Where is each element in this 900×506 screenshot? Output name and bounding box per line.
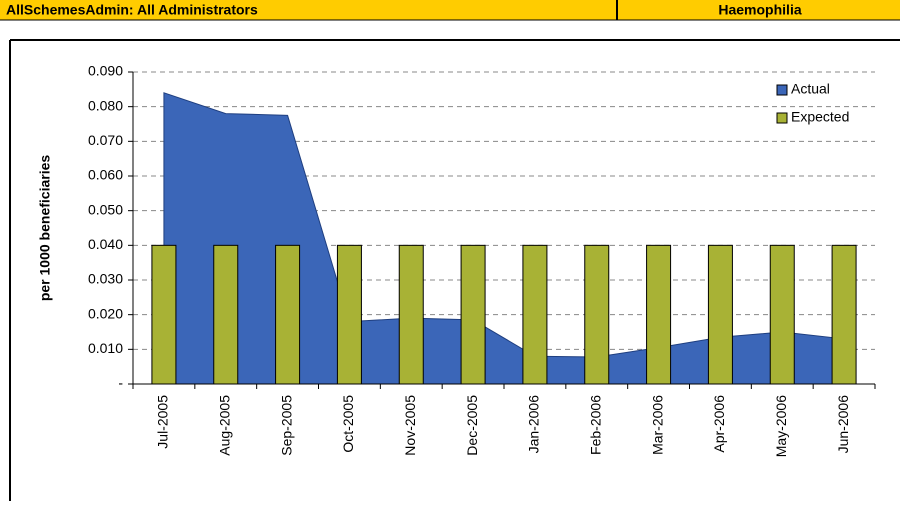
x-tick-label: Nov-2005 xyxy=(402,395,418,456)
bar xyxy=(831,244,857,385)
y-tick-label: 0.060 xyxy=(88,167,123,183)
x-tick-label: Jun-2006 xyxy=(835,395,851,454)
x-tick-label: Sep-2005 xyxy=(278,395,294,456)
x-tick-label: Feb-2006 xyxy=(587,395,603,455)
bar xyxy=(460,244,486,385)
x-tick-label: Apr-2006 xyxy=(711,395,727,453)
y-tick-label: 0.030 xyxy=(88,271,123,287)
area xyxy=(163,92,845,385)
x-tick-label: May-2006 xyxy=(773,395,789,457)
y-tick-label: 0.040 xyxy=(88,236,123,252)
bar xyxy=(769,244,795,385)
bar xyxy=(275,244,301,385)
y-tick-label: 0.020 xyxy=(88,305,123,321)
x-tick-label: Aug-2005 xyxy=(216,395,232,456)
bar xyxy=(151,244,177,385)
y-tick-label: 0.080 xyxy=(88,97,123,113)
y-axis-label: per 1000 beneficiaries xyxy=(37,155,53,302)
header-right: Haemophilia xyxy=(718,2,801,18)
x-tick-label: Mar-2006 xyxy=(649,395,665,455)
bar xyxy=(522,244,548,385)
y-tick-label: 0.070 xyxy=(88,132,123,148)
bar xyxy=(213,244,239,385)
bar xyxy=(707,244,733,385)
x-tick-label: Dec-2005 xyxy=(464,395,480,456)
x-tick-label: Jan-2006 xyxy=(526,395,542,454)
legend-label: Actual xyxy=(791,81,830,97)
bar xyxy=(336,244,362,385)
x-tick-label: Jul-2005 xyxy=(155,395,171,449)
y-tick-label: 0.090 xyxy=(88,63,123,79)
legend-label: Expected xyxy=(791,109,849,125)
legend-swatch xyxy=(776,84,788,96)
x-tick-label: Oct-2005 xyxy=(340,395,356,453)
bar xyxy=(398,244,424,385)
header-bar xyxy=(0,0,900,20)
y-tick-label: 0.010 xyxy=(88,340,123,356)
bar xyxy=(584,244,610,385)
header-left: AllSchemesAdmin: All Administrators xyxy=(6,2,258,18)
y-tick-label: - xyxy=(118,375,123,391)
y-tick-label: 0.050 xyxy=(88,201,123,217)
legend-swatch xyxy=(776,112,788,124)
bar xyxy=(646,244,672,385)
